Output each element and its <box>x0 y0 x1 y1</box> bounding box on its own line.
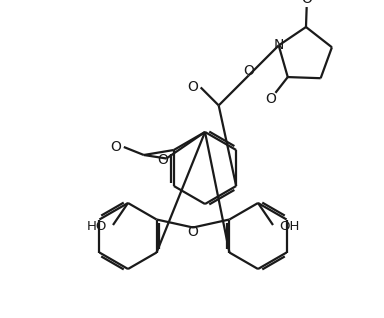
Text: O: O <box>110 140 121 154</box>
Text: O: O <box>265 92 276 106</box>
Text: N: N <box>273 38 284 52</box>
Text: O: O <box>301 0 313 6</box>
Text: O: O <box>157 154 168 168</box>
Text: O: O <box>243 65 254 79</box>
Text: O: O <box>187 80 198 94</box>
Text: O: O <box>187 225 199 238</box>
Text: HO: HO <box>87 220 107 233</box>
Text: OH: OH <box>279 220 299 233</box>
